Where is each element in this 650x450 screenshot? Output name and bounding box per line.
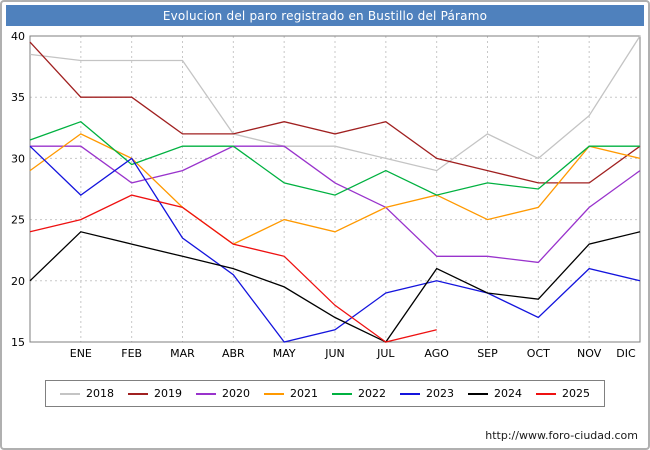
x-tick-label: JUN xyxy=(324,347,345,360)
legend-swatch xyxy=(128,392,148,395)
x-tick-label: ABR xyxy=(222,347,245,360)
x-tick-label: JUL xyxy=(376,347,395,360)
footer-link[interactable]: http://www.foro-ciudad.com xyxy=(485,429,638,442)
legend-label: 2024 xyxy=(494,387,522,400)
y-tick-label: 35 xyxy=(11,91,25,104)
x-tick-label: FEB xyxy=(121,347,142,360)
legend-swatch xyxy=(60,392,80,395)
x-tick-label: OCT xyxy=(527,347,550,360)
legend-label: 2025 xyxy=(562,387,590,400)
plot-border xyxy=(29,35,641,343)
legend-swatch xyxy=(196,392,216,395)
legend-swatch xyxy=(264,392,284,395)
series-line-2019 xyxy=(29,41,641,184)
legend-label: 2023 xyxy=(426,387,454,400)
x-tick-label: MAR xyxy=(170,347,195,360)
series-line-2025 xyxy=(29,194,437,343)
series-line-2020 xyxy=(30,145,641,264)
x-tick-label: MAY xyxy=(273,347,296,360)
legend-item-2018: 2018 xyxy=(60,387,114,400)
legend-item-2020: 2020 xyxy=(196,387,250,400)
y-tick-label: 20 xyxy=(11,275,25,288)
y-tick-label: 30 xyxy=(11,152,25,165)
x-tick-label: ENE xyxy=(70,347,92,360)
legend-label: 2019 xyxy=(154,387,182,400)
x-tick-label: SEP xyxy=(477,347,498,360)
legend-item-2025: 2025 xyxy=(536,387,590,400)
x-tick-label: NOV xyxy=(577,347,602,360)
legend-item-2023: 2023 xyxy=(400,387,454,400)
legend-item-2024: 2024 xyxy=(468,387,522,400)
series-line-2024 xyxy=(29,231,641,343)
chart-title-bar: Evolucion del paro registrado en Bustill… xyxy=(6,5,644,26)
legend-item-2021: 2021 xyxy=(264,387,318,400)
legend-item-2022: 2022 xyxy=(332,387,386,400)
legend: 2018 2019 2020 2021 2022 2023 2024 2025 xyxy=(45,380,605,407)
legend-swatch xyxy=(400,392,420,395)
y-tick-label: 15 xyxy=(11,336,25,349)
series-line-2018 xyxy=(29,35,641,172)
chart-title: Evolucion del paro registrado en Bustill… xyxy=(162,8,488,23)
series-line-2023 xyxy=(29,145,641,343)
legend-label: 2021 xyxy=(290,387,318,400)
series-line-2022 xyxy=(29,120,640,196)
x-tick-label: DIC xyxy=(616,347,636,360)
legend-swatch xyxy=(468,392,488,395)
legend-item-2019: 2019 xyxy=(128,387,182,400)
y-tick-label: 25 xyxy=(11,214,25,227)
chart-canvas: 15 20 25 30 35 40 ENE FEB MAR ABR MAY JUN JUL AGO SEP O… xyxy=(11,30,641,360)
legend-swatch xyxy=(332,392,352,395)
legend-label: 2020 xyxy=(222,387,250,400)
legend-label: 2022 xyxy=(358,387,386,400)
x-tick-label: AGO xyxy=(424,347,449,360)
y-tick-label: 40 xyxy=(11,30,25,43)
legend-label: 2018 xyxy=(86,387,114,400)
legend-swatch xyxy=(536,392,556,395)
